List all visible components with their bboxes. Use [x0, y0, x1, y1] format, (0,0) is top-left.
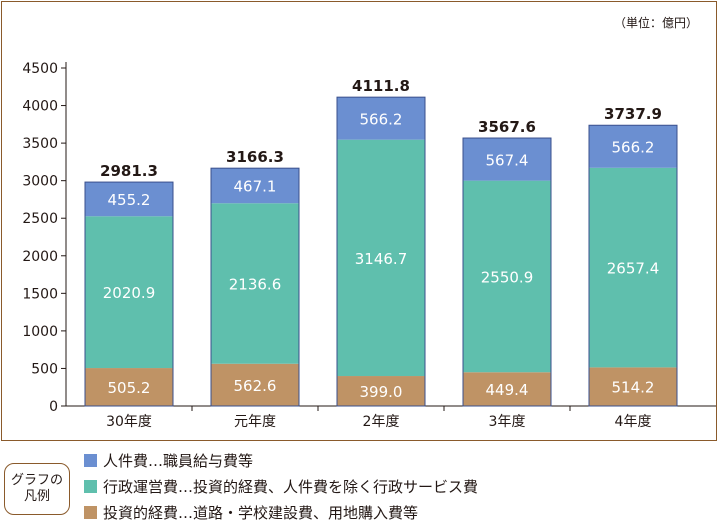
- y-tick-label: 2000: [22, 249, 58, 265]
- bar-segment-admin: [589, 167, 677, 368]
- stacked-bar-chart: 0 500 1000 1500 2000 2500 3000 3500 4000 4500 30年度…: [22, 61, 716, 430]
- y-tick-label: 1000: [22, 324, 58, 340]
- legend-label-investment: 投資的経費…道路・学校建設費、用地購入費等: [103, 503, 419, 522]
- bar-outline: [336, 96, 426, 407]
- x-tick-label: 元年度: [234, 414, 276, 430]
- bar-segment-admin: [337, 139, 425, 377]
- segment-value-label: 562.6: [234, 377, 277, 395]
- segment-value-label: 505.2: [108, 379, 151, 397]
- segment-value-label: 2020.9: [103, 284, 156, 302]
- bar-segment-admin: [85, 216, 173, 369]
- segment-value-label: 467.1: [234, 178, 277, 196]
- segment-value-label: 2657.4: [607, 260, 660, 278]
- legend-label-admin: 行政運営費…投資的経費、人件費を除く行政サービス費: [103, 477, 479, 496]
- x-tick-label: 3年度: [489, 414, 526, 430]
- bar-segment-admin: [463, 180, 551, 373]
- y-tick-label: 1500: [22, 286, 58, 302]
- bar-segment-investment: [589, 367, 677, 406]
- y-tick-label: 3000: [22, 174, 58, 190]
- bar-total-label: 2981.3: [100, 162, 158, 180]
- y-tick-label: 500: [31, 361, 58, 377]
- bar-total-label: 3737.9: [604, 105, 662, 123]
- legend-item-personnel: 人件費…職員給与費等: [84, 449, 253, 471]
- segment-value-label: 566.2: [360, 110, 403, 128]
- segment-value-label: 399.0: [360, 383, 403, 401]
- legend-title: グラフの 凡例: [4, 463, 70, 515]
- bar-segment-personnel: [337, 97, 425, 140]
- bar-segment-personnel: [463, 138, 551, 181]
- legend-label-personnel: 人件費…職員給与費等: [103, 451, 254, 470]
- segment-value-label: 514.2: [612, 379, 655, 397]
- legend: グラフの 凡例 人件費…職員給与費等 行政運営費…投資的経費、人件費を除く行政サ…: [4, 449, 704, 527]
- segment-value-label: 567.4: [486, 151, 529, 169]
- bar-segment-investment: [337, 376, 425, 406]
- bar-total-label: 3567.6: [478, 118, 536, 136]
- y-tick-label: 3500: [22, 136, 58, 152]
- segment-value-label: 566.2: [612, 139, 655, 157]
- unit-label: （単位：億円）: [613, 16, 698, 30]
- legend-swatch-admin: [84, 479, 97, 493]
- y-tick-label: 4000: [22, 99, 58, 115]
- bar-segment-investment: [211, 363, 299, 406]
- segment-value-label: 3146.7: [355, 250, 408, 268]
- segment-value-label: 2136.6: [229, 276, 282, 294]
- x-tick-label: 30年度: [106, 414, 152, 430]
- bar-outline: [84, 181, 174, 407]
- y-tick-label: 0: [49, 399, 58, 415]
- x-tick-label: 2年度: [363, 414, 400, 430]
- bar-total-label: 4111.8: [352, 77, 410, 95]
- chart-frame: （単位：億円） 0 500 1000 1500 2000 2500 3000 3500 4000…: [1, 1, 717, 441]
- segment-value-label: 449.4: [486, 381, 529, 399]
- segment-value-label: 2550.9: [481, 268, 534, 286]
- bar-segment-investment: [463, 372, 551, 406]
- bar-segment-personnel: [85, 182, 173, 217]
- legend-item-admin: 行政運営費…投資的経費、人件費を除く行政サービス費: [84, 475, 478, 497]
- bars: [84, 96, 678, 407]
- bar-total-label: 3166.3: [226, 148, 284, 166]
- y-tick-label: 4500: [22, 61, 58, 77]
- bar-labels: 505.2 2020.9 455.2 2981.3 562.6 2136.6 467.1 31…: [100, 77, 662, 401]
- bar-outline: [462, 137, 552, 407]
- bar-segment-personnel: [211, 168, 299, 204]
- bar-segment-admin: [211, 203, 299, 364]
- y-tick-label: 2500: [22, 211, 58, 227]
- legend-swatch-personnel: [84, 453, 97, 467]
- bar-segment-personnel: [589, 125, 677, 168]
- segment-value-label: 455.2: [108, 191, 151, 209]
- legend-swatch-investment: [84, 505, 97, 519]
- bar-segment-investment: [85, 368, 173, 406]
- bar-outline: [588, 124, 678, 407]
- axes: 0 500 1000 1500 2000 2500 3000 3500 4000 4500 30年度…: [22, 61, 716, 430]
- legend-item-investment: 投資的経費…道路・学校建設費、用地購入費等: [84, 501, 418, 523]
- x-tick-label: 4年度: [615, 414, 652, 430]
- bar-outline: [210, 167, 300, 407]
